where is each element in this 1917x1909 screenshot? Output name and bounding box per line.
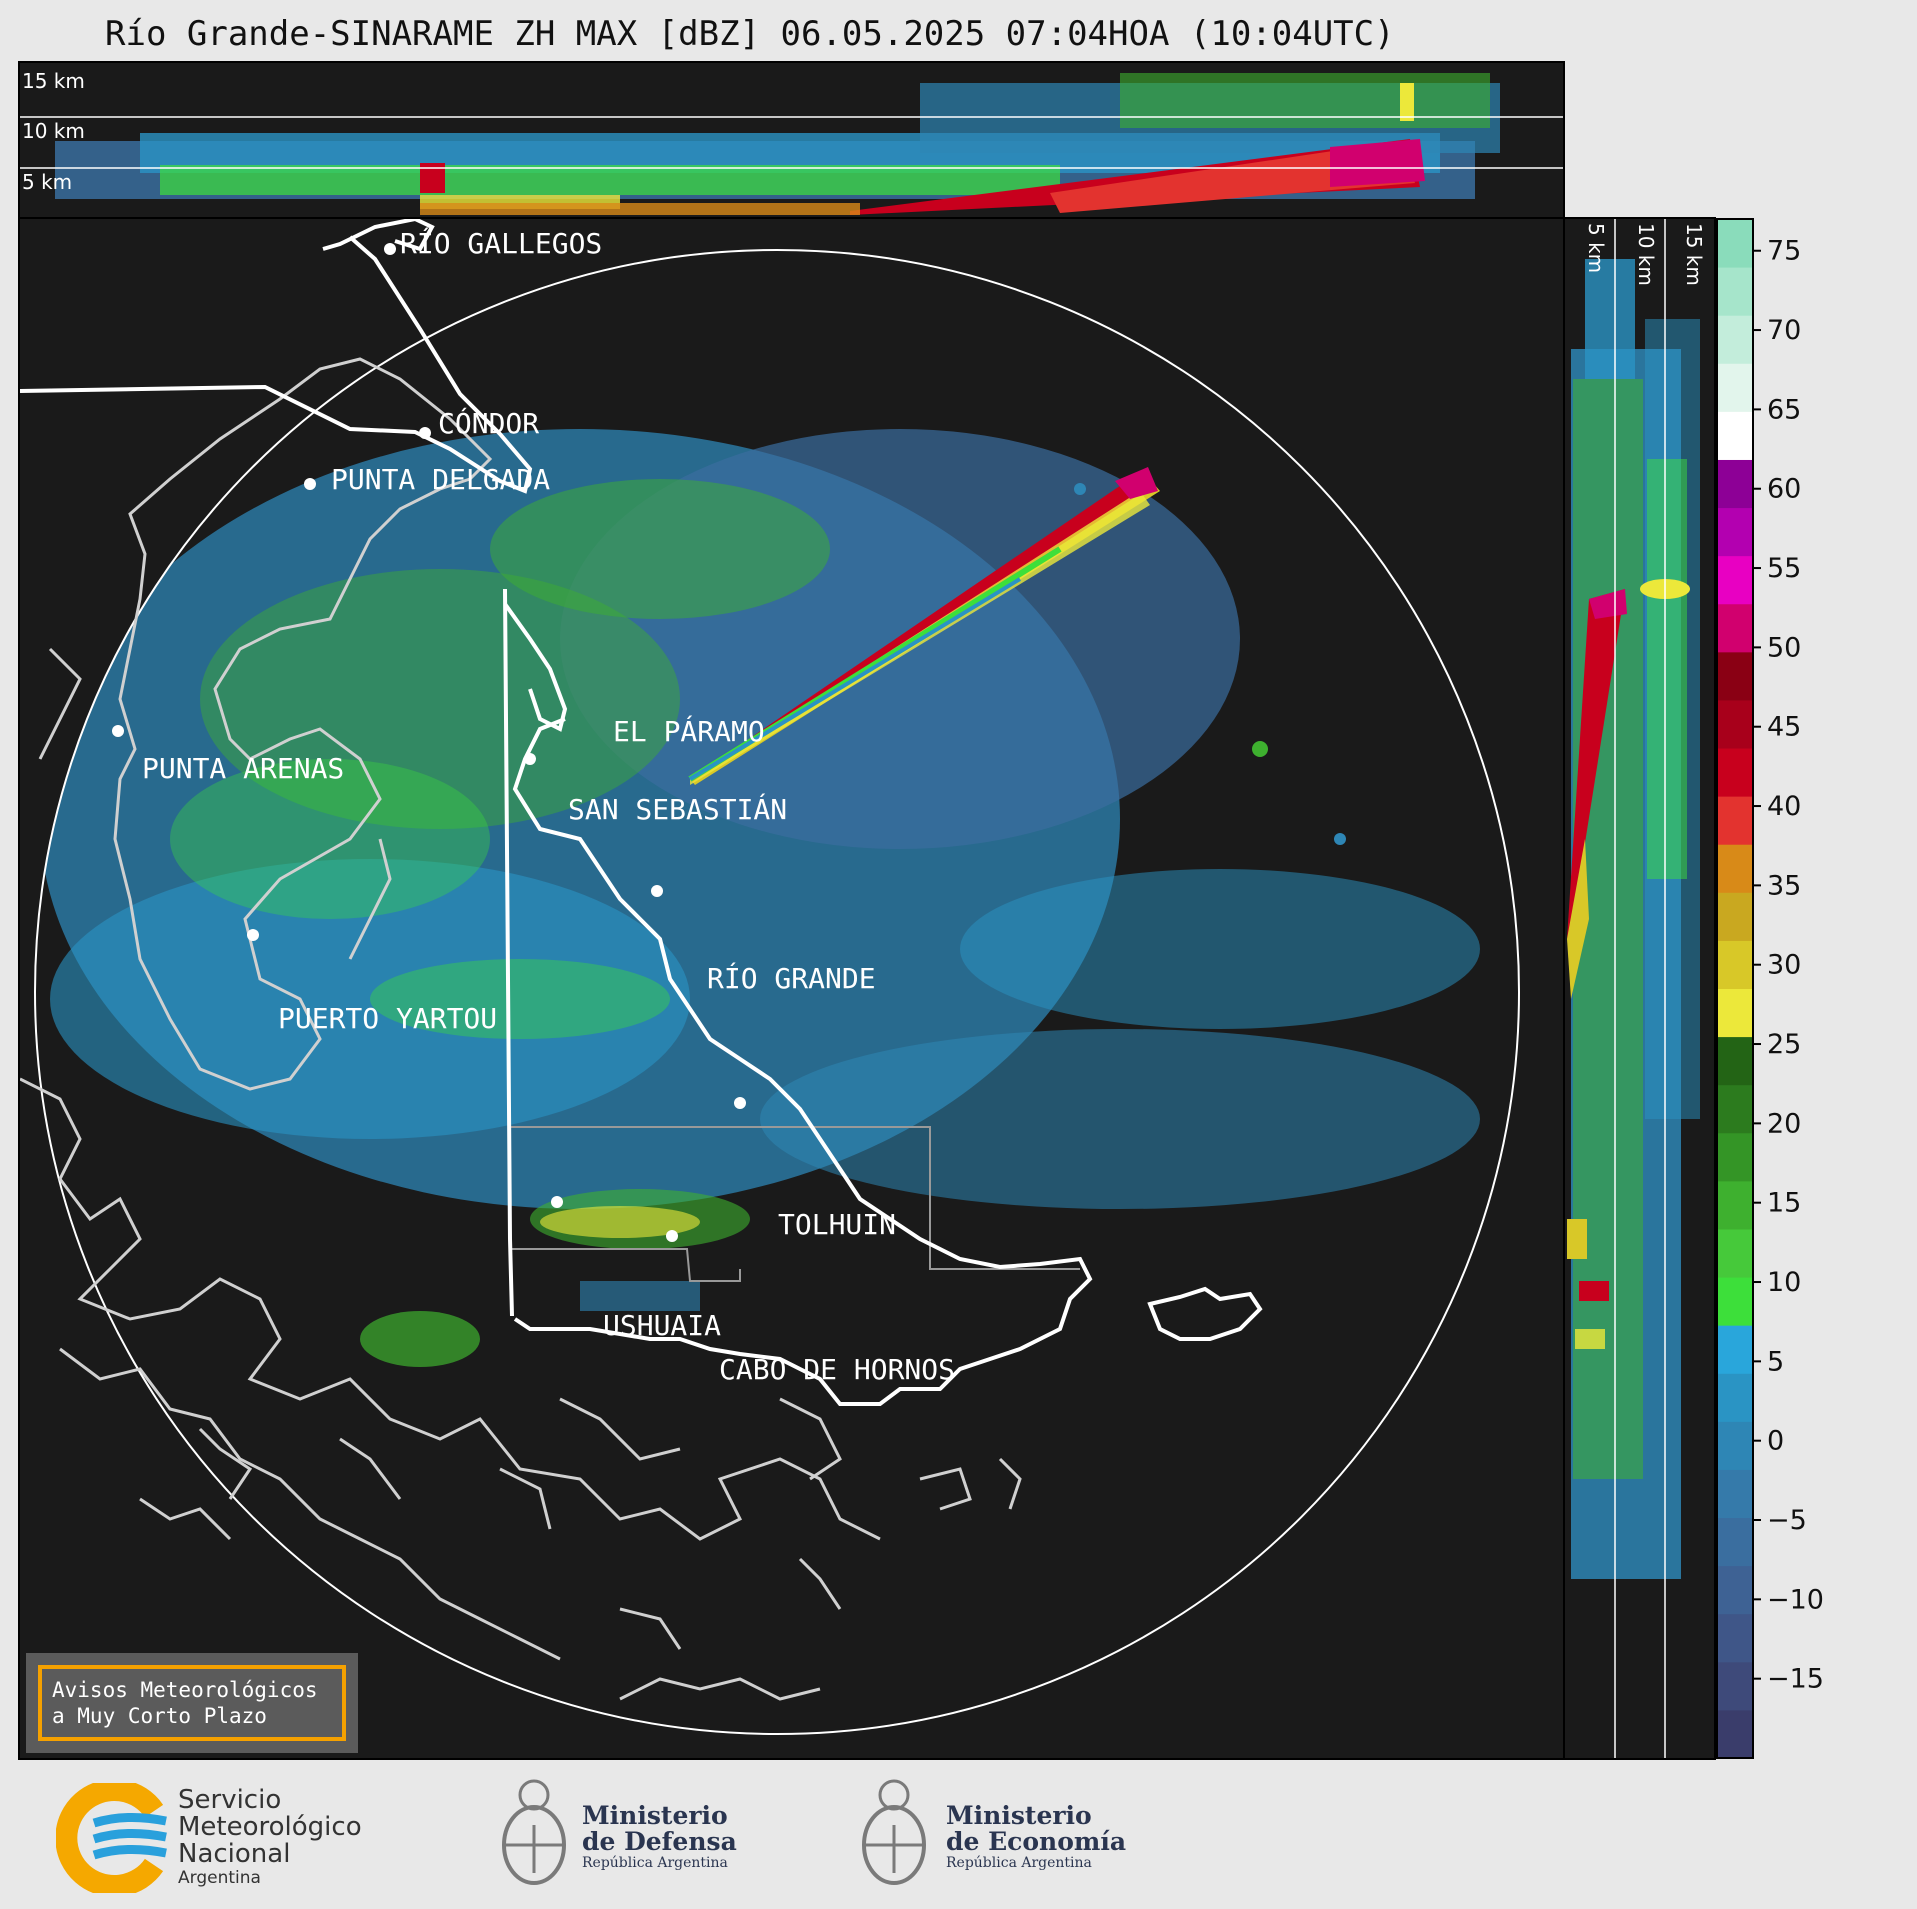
colorbar-segment [1716,1709,1753,1759]
colorbar-segment [1716,1325,1753,1374]
defensa-line-3: República Argentina [582,1855,728,1871]
city-label-el-paramo: EL PÁRAMO [613,714,765,748]
colorbar-segment [1716,411,1753,460]
colorbar-segment [1716,1228,1753,1278]
city-markers [112,243,746,1242]
colorbar-tick-label: 40 [1767,791,1801,822]
city-label-puerto-yartou: PUERTO YARTOU [278,1002,497,1035]
colorbar-tick-label: 30 [1767,950,1801,981]
side-height-profile: 5 km 10 km 15 km [1563,217,1716,1760]
top-height-label-5km: 5 km [22,170,72,194]
smn-line-4: Argentina [178,1868,261,1888]
coat-of-arms-icon [502,1779,566,1885]
colorbar-segment [1716,459,1753,509]
colorbar-tick-label: 45 [1767,712,1801,743]
economia-line-1: Ministerio [946,1801,1092,1830]
colorbar-tick-label: 50 [1767,632,1801,663]
city-label-rio-gallegos: RÍO GALLEGOS [400,226,602,260]
colorbar-segment [1716,988,1753,1038]
side-height-label-5km: 5 km [1584,223,1608,273]
economia-line-3: República Argentina [946,1855,1092,1871]
ministerio-defensa-logo: Ministerio de Defensa República Argentin… [494,1773,754,1898]
top-height-label-10km: 10 km [22,119,85,143]
city-label-cabo-de-hornos: CABO DE HORNOS [719,1353,955,1386]
colorbar-tick-label: 35 [1767,870,1801,901]
colorbar-segment [1716,1613,1753,1663]
range-ring [34,249,1520,1735]
colorbar-tick-label: 20 [1767,1108,1801,1139]
radar-echoes [40,429,1480,1367]
city-label-san-sebastian: SAN SEBASTIÁN [568,792,787,826]
colorbar-segment [1716,315,1753,364]
notice-line-2: a Muy Corto Plazo [52,1704,267,1728]
smn-line-2: Meteorológico [178,1812,362,1842]
map-title: Río Grande-SINARAME ZH MAX [dBZ] 06.05.2… [105,14,1395,54]
colorbar-tick-label: −15 [1767,1664,1824,1695]
colorbar-tick-label: 10 [1767,1267,1801,1298]
radar-spike [688,467,1160,785]
defensa-line-1: Ministerio [582,1801,728,1830]
colorbar-tick-label: 15 [1767,1188,1801,1219]
coat-of-arms-icon [862,1779,926,1885]
side-height-label-15km: 15 km [1682,223,1706,286]
colorbar-segment [1716,555,1753,605]
top-height-profile: 15 km 10 km 5 km [18,61,1565,219]
city-label-punta-arenas: PUNTA ARENAS [142,752,344,785]
city-label-punta-delgada: PUNTA DELGADA [331,463,550,496]
city-label-condor: CÓNDOR [438,406,539,440]
colorbar-segment [1716,1084,1753,1134]
colorbar-segment [1716,1517,1753,1567]
colorbar-segment [1716,1277,1753,1326]
colorbar-tick-label: 65 [1767,394,1801,425]
economia-line-2: de Economía [946,1827,1127,1856]
smn-line-1: Servicio [178,1785,282,1815]
colorbar-segment [1716,363,1753,412]
colorbar-segment [1716,1132,1753,1182]
colorbar-segment [1716,1565,1753,1615]
colorbar-tick-label: 75 [1767,236,1801,267]
colorbar-segment [1716,892,1753,941]
top-height-label-15km: 15 km [22,69,85,93]
colorbar-segment [1716,1421,1753,1470]
colorbar-segment [1716,699,1753,749]
colorbar-segment [1716,507,1753,557]
colorbar-tick-label: 5 [1767,1346,1784,1377]
colorbar-segment [1716,651,1753,701]
colorbar-segment [1716,1180,1753,1230]
colorbar-segment [1716,1373,1753,1422]
city-label-tolhuin: TOLHUIN [778,1208,896,1241]
city-label-rio-grande: RÍO GRANDE [707,961,876,995]
colorbar-segment [1716,748,1753,797]
colorbar-segment [1716,267,1753,316]
smn-emblem-icon [56,1783,167,1893]
colorbar: 75 70 65 60 55 50 45 40 35 30 25 20 15 10 5 0 −5 −10 −15 [1716,217,1836,1760]
borders [20,219,1263,1406]
colorbar-tick-label: −5 [1767,1505,1807,1536]
colorbar-tick-label: 70 [1767,315,1801,346]
colorbar-segment [1716,796,1753,845]
smn-line-3: Nacional [178,1839,291,1869]
side-height-label-10km: 10 km [1634,223,1658,286]
city-label-ushuaia: USHUAIA [603,1309,721,1342]
notice-line-1: Avisos Meteorológicos [52,1678,318,1702]
colorbar-tick-label: 55 [1767,553,1801,584]
colorbar-segment [1716,1469,1753,1519]
radar-map: RÍO GALLEGOS CÓNDOR PUNTA DELGADA EL PÁR… [18,217,1567,1760]
colorbar-segment [1716,1661,1753,1711]
smn-logo: Servicio Meteorológico Nacional Argentin… [56,1783,386,1893]
colorbar-tick-label: 0 [1767,1426,1784,1457]
colorbar-segment [1716,844,1753,893]
colorbar-segment [1716,1036,1753,1086]
defensa-line-2: de Defensa [582,1827,737,1856]
colorbar-segment [1716,940,1753,989]
coastlines [20,357,1022,1701]
notice-box[interactable]: Avisos Meteorológicos a Muy Corto Plazo [26,1653,358,1753]
colorbar-tick-label: 60 [1767,474,1801,505]
colorbar-tick-label: 25 [1767,1029,1801,1060]
ministerio-economia-logo: Ministerio de Economía República Argenti… [854,1773,1134,1898]
colorbar-tick-label: −10 [1767,1584,1824,1615]
colorbar-segment [1716,219,1753,268]
colorbar-segment [1716,603,1753,653]
